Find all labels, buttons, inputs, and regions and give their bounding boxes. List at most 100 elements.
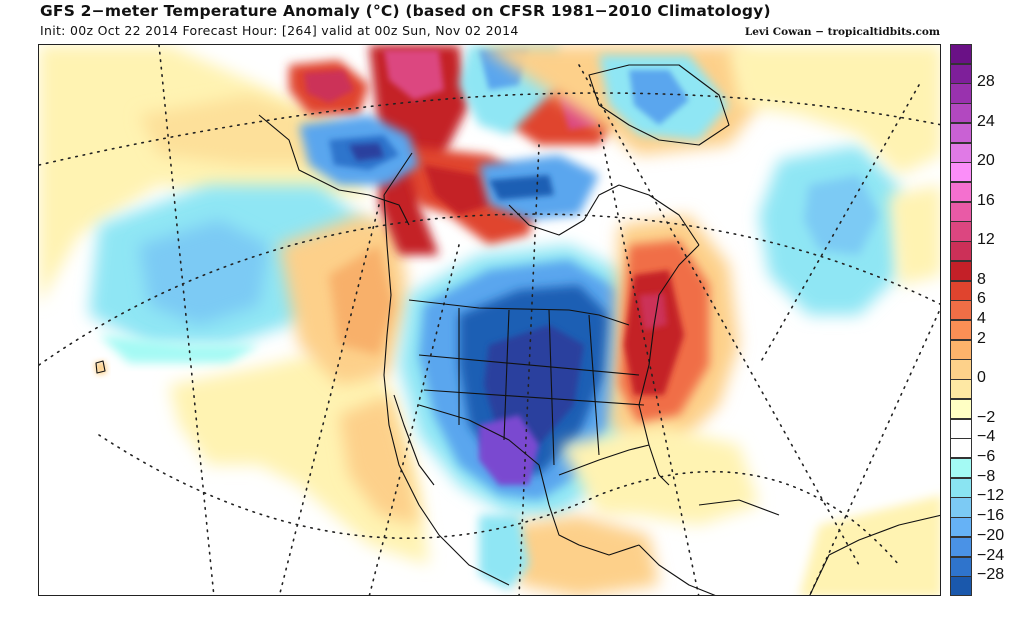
colorbar-tick-label: 2 xyxy=(977,329,986,347)
colorbar-tick-label: −16 xyxy=(977,507,1005,525)
central-america-coastline xyxy=(638,544,716,595)
colorbar-tick-label: −24 xyxy=(977,546,1005,564)
colorbar-tick-label: −6 xyxy=(977,448,996,465)
labrador-coastline xyxy=(618,184,700,246)
latitude-line-60n xyxy=(39,92,940,166)
colorbar-tick-label: 24 xyxy=(977,112,995,130)
colorbar-tick-label: −4 xyxy=(977,428,996,446)
colorbar-block xyxy=(950,517,972,538)
colorbar-block xyxy=(950,162,972,183)
alaska-coastline xyxy=(258,114,410,226)
east-coast-extreme-warm xyxy=(639,293,667,330)
colorbar-block xyxy=(950,536,972,558)
colorbar-block xyxy=(950,398,972,420)
yukon-warm-core xyxy=(424,165,489,215)
colorbar-block xyxy=(950,63,972,84)
colorbar-block xyxy=(950,359,972,380)
colorbar-block xyxy=(950,477,972,498)
alaska-canada-border xyxy=(383,152,413,196)
alaska-deep-cold xyxy=(349,143,384,161)
state-line-4 xyxy=(418,354,640,376)
west-coast-coastline xyxy=(383,194,510,586)
longitude-line-160w xyxy=(158,45,215,595)
mexico-warm-anomaly xyxy=(509,515,659,595)
us-canada-border xyxy=(408,299,630,326)
colorbar-block xyxy=(950,142,972,163)
us-mexico-border xyxy=(418,404,540,466)
anomaly-map xyxy=(38,44,941,596)
colorbar-block xyxy=(950,182,972,203)
longitude-line-140w xyxy=(278,204,380,595)
greenland-cool-core xyxy=(629,70,689,125)
colorbar-block xyxy=(950,339,972,360)
colorbar-block xyxy=(950,497,972,518)
gulf-north-coastline xyxy=(558,444,670,486)
state-line-6 xyxy=(588,314,600,456)
colorbar-block xyxy=(950,300,972,321)
longitude-line-20w xyxy=(809,307,940,595)
central-us-deep-cold xyxy=(484,325,584,445)
hudson-bay-coastline xyxy=(508,184,620,236)
south-america-coastline xyxy=(809,514,940,595)
greenland-coastline xyxy=(588,64,730,146)
anomaly-field-layer xyxy=(39,45,940,595)
colorbar-tick-label: 0 xyxy=(977,369,986,387)
baja-offshore-warm xyxy=(339,395,419,525)
chart-subtitle: Init: 00z Oct 22 2014 Forecast Hour: [26… xyxy=(40,23,519,38)
colorbar xyxy=(950,44,972,597)
colorbar-block xyxy=(950,458,972,479)
state-line-3 xyxy=(548,309,555,466)
west-coast-warm-core xyxy=(329,245,394,355)
longitude-line-40w xyxy=(758,84,920,366)
colorbar-block xyxy=(950,280,972,301)
colorbar-tick-label: 28 xyxy=(977,73,995,91)
chart-title: GFS 2−meter Temperature Anomaly (°C) (ba… xyxy=(40,2,771,20)
colorbar-block xyxy=(950,221,972,242)
latitude-line-20n xyxy=(98,434,900,566)
pacific-cyan-sliver xyxy=(99,335,259,363)
colorbar-block xyxy=(950,556,972,577)
colorbar-block xyxy=(950,418,972,439)
colorbar-tick-label: −12 xyxy=(977,487,1005,505)
longitude-line-100w xyxy=(518,144,540,595)
colorbar-tick-label: 16 xyxy=(977,191,995,209)
map-canvas xyxy=(39,45,940,595)
colorbar-block xyxy=(950,320,972,341)
mexico-pacific-cool xyxy=(479,515,529,590)
chukchi-warm-core xyxy=(304,70,354,103)
colorbar-tick-label: 12 xyxy=(977,231,995,249)
colorbar-tick-label: −2 xyxy=(977,408,996,426)
colorbar-block xyxy=(950,260,972,282)
hawaii-outline xyxy=(95,360,106,374)
baja-coastline xyxy=(393,394,435,486)
north-pacific-cool-core xyxy=(139,220,269,325)
colorbar-block xyxy=(950,83,972,104)
colorbar-tick-label: 6 xyxy=(977,290,986,308)
colorbar-block xyxy=(950,576,972,597)
colorbar-tick-label: −28 xyxy=(977,566,1005,584)
coastlines xyxy=(95,64,940,595)
latitude-line-40n xyxy=(39,213,940,366)
colorbar-block xyxy=(950,438,972,459)
colorbar-tick-label: 8 xyxy=(977,270,986,288)
cuba-coastline xyxy=(698,499,780,516)
state-line-2 xyxy=(503,309,510,441)
credit-text: Levi Cowan − tropicaltidbits.com xyxy=(744,26,940,38)
colorbar-tick-label: −20 xyxy=(977,526,1005,544)
north-atlantic-cool-core xyxy=(804,175,879,255)
north-atlantic-warm-band xyxy=(729,45,940,175)
mid-atlantic-warm-patch xyxy=(889,185,940,285)
east-pacific-warm-anomaly xyxy=(169,345,429,565)
colorbar-tick-label: −8 xyxy=(977,467,996,485)
colorbar-block xyxy=(950,103,972,124)
colorbar-block xyxy=(950,241,972,262)
colorbar-block xyxy=(950,122,972,144)
colorbar-tick-label: 4 xyxy=(977,310,986,327)
east-coast-warm-core xyxy=(624,270,684,395)
state-line-5 xyxy=(423,389,645,406)
gulf-of-alaska-warm xyxy=(139,95,339,165)
south-america-warm-speckle xyxy=(799,495,940,595)
gulf-coastline xyxy=(538,464,640,556)
longitude-line-60w xyxy=(578,64,860,566)
hudson-cold-core xyxy=(489,175,554,200)
